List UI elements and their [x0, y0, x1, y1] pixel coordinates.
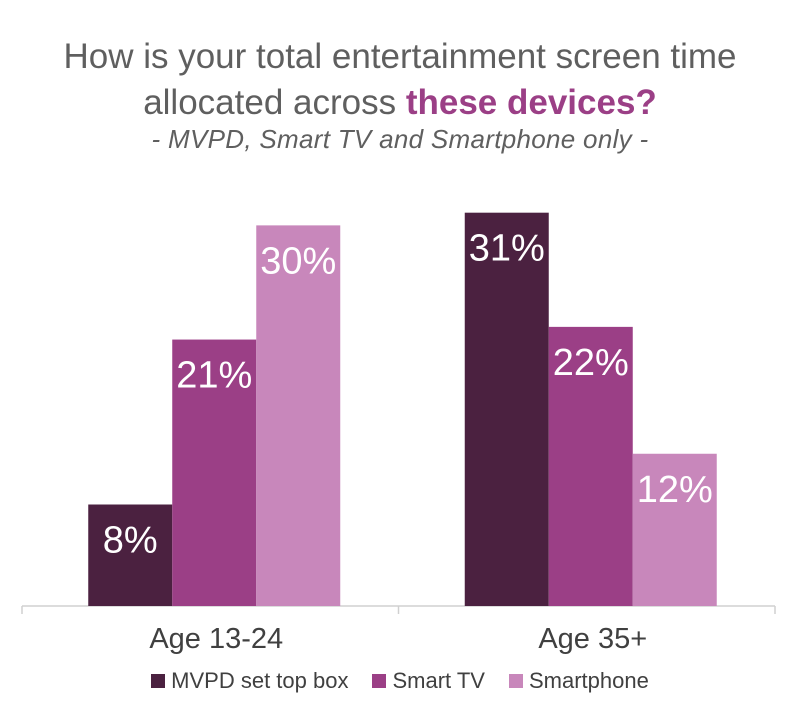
chart-title: How is your total entertainment screen t…: [0, 34, 800, 126]
title-line-2: allocated across: [143, 83, 406, 122]
legend-item: Smartphone: [508, 668, 649, 694]
bar-smartphone-1: [632, 453, 717, 606]
data-label: 21%: [176, 355, 252, 397]
legend-label: MVPD set top box: [171, 668, 349, 693]
category-label: Age 35+: [538, 623, 647, 655]
bar-mvpd-set-top-box-0: [88, 504, 173, 606]
legend-label: Smart TV: [392, 668, 485, 693]
category-label: Age 13-24: [149, 623, 283, 655]
bar-mvpd-set-top-box-1: [464, 212, 549, 606]
legend-swatch: [508, 674, 523, 688]
chart-legend: MVPD set top box Smart TV Smartphone: [0, 668, 800, 694]
data-label: 30%: [260, 240, 336, 282]
title-line-1: How is your total entertainment screen t…: [63, 37, 737, 76]
legend-item: MVPD set top box: [151, 668, 348, 694]
data-label: 22%: [553, 342, 629, 384]
data-label: 31%: [469, 228, 545, 270]
title-emphasis: these devices?: [405, 83, 657, 122]
legend-swatch: [372, 674, 387, 688]
bar-smart-tv-0: [172, 339, 257, 606]
bar-smart-tv-1: [548, 326, 633, 606]
chart-subtitle: - MVPD, Smart TV and Smartphone only -: [151, 124, 649, 154]
data-label: 12%: [637, 469, 713, 511]
bar-smartphone-0: [256, 225, 341, 606]
legend-label: Smartphone: [528, 668, 649, 693]
legend-item: Smart TV: [372, 668, 485, 694]
data-label: 8%: [103, 520, 158, 562]
legend-swatch: [151, 674, 166, 688]
